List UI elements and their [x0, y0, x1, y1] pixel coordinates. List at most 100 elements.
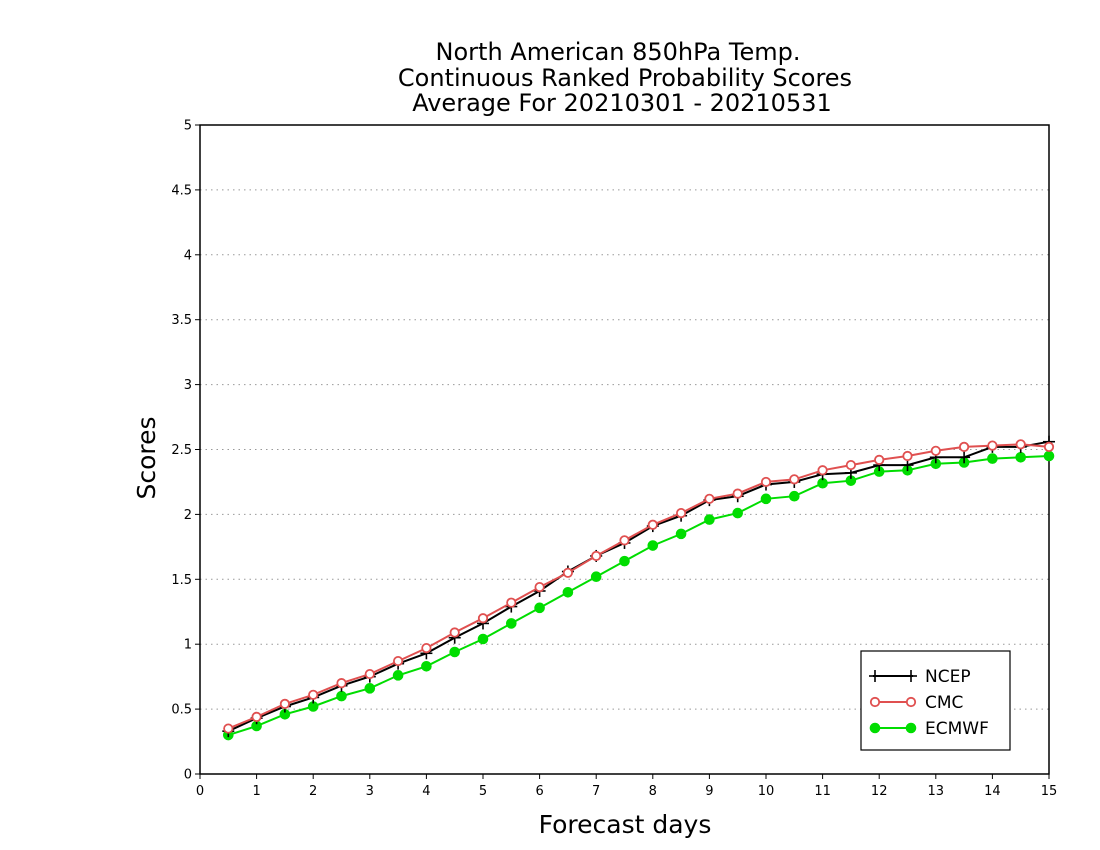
data-point-cmc — [534, 581, 545, 593]
data-point-ecmwf — [732, 507, 744, 519]
chart-title: North American 850hPa Temp. Continuous R… — [398, 38, 852, 117]
data-point-ecmwf — [647, 540, 659, 551]
title-line-1: North American 850hPa Temp. — [436, 38, 801, 66]
data-point-cmc — [732, 488, 743, 499]
x-tick-label: 5 — [479, 784, 487, 799]
data-point-ecmwf — [364, 683, 376, 694]
data-point-cmc — [506, 597, 517, 608]
data-point-cmc — [704, 493, 715, 504]
data-point-ecmwf — [336, 690, 347, 702]
data-point-cmc — [562, 567, 574, 578]
data-point-ecmwf — [789, 490, 800, 502]
legend-marker — [905, 722, 917, 734]
data-point-ecmwf — [675, 528, 687, 540]
legend-marker — [869, 670, 881, 682]
gridlines — [200, 189, 1049, 710]
series-line-ncep — [227, 440, 1050, 733]
x-tick-label: 13 — [928, 784, 945, 799]
y-tick-label: 4.5 — [171, 183, 192, 198]
x-tick-label: 0 — [196, 784, 204, 799]
data-point-cmc — [902, 450, 913, 462]
y-tick-label: 2 — [184, 508, 192, 523]
x-tick-label: 12 — [871, 784, 888, 799]
data-point-cmc — [1015, 439, 1026, 450]
x-tick-label: 3 — [366, 784, 374, 799]
data-point-ecmwf — [619, 555, 630, 567]
data-point-cmc — [958, 441, 970, 453]
y-tick-label: 0 — [184, 768, 192, 783]
y-axis-label: Scores — [132, 416, 161, 499]
legend-item-ecmwf: ECMWF — [869, 719, 989, 739]
data-point-cmc — [1043, 441, 1055, 453]
data-point-cmc — [308, 689, 319, 700]
data-point-cmc — [817, 465, 828, 476]
data-point-cmc — [647, 519, 658, 530]
data-point-ecmwf — [987, 453, 998, 464]
legend-marker — [869, 696, 881, 708]
data-point-cmc — [223, 723, 234, 734]
x-tick-label: 11 — [814, 784, 831, 799]
y-tick-label: 3.5 — [171, 313, 192, 328]
x-tick-label: 2 — [309, 784, 317, 799]
title-line-3: Average For 20210301 - 20210531 — [412, 89, 832, 117]
data-point-cmc — [477, 613, 489, 624]
legend-marker — [905, 696, 917, 708]
legend-item-ncep: NCEP — [869, 667, 971, 687]
series-layer — [222, 435, 1055, 741]
legend-label: CMC — [925, 693, 963, 713]
legend-box — [860, 650, 1011, 751]
x-tick-label: 10 — [758, 784, 775, 799]
y-tick-label: 1 — [184, 638, 192, 653]
data-point-cmc — [336, 678, 347, 689]
data-point-ecmwf — [562, 586, 574, 598]
data-point-ecmwf — [449, 646, 461, 658]
x-tick-label: 9 — [705, 784, 713, 799]
data-point-ecmwf — [1015, 451, 1027, 463]
y-tick-label: 5 — [184, 119, 192, 134]
data-point-ecmwf — [534, 602, 545, 614]
data-point-cmc — [251, 711, 262, 722]
x-tick-label: 15 — [1041, 784, 1058, 799]
data-point-cmc — [279, 698, 290, 710]
data-point-cmc — [874, 454, 885, 465]
legend-item-cmc: CMC — [869, 693, 963, 713]
y-tick-label: 2.5 — [171, 443, 192, 458]
legend: NCEP CMC ECMWF — [860, 650, 1011, 751]
legend-marker — [905, 670, 917, 682]
legend-label: ECMWF — [925, 719, 989, 739]
x-tick-label: 8 — [649, 784, 657, 799]
y-tick-label: 3 — [184, 378, 192, 393]
data-point-ecmwf — [392, 670, 404, 681]
data-point-ecmwf — [704, 514, 715, 525]
legend-marker — [869, 722, 881, 734]
data-point-ecmwf — [1043, 450, 1055, 462]
data-point-ecmwf — [477, 633, 489, 645]
x-axis-label: Forecast days — [539, 810, 712, 839]
legend-label: NCEP — [925, 667, 971, 687]
x-tick-label: 7 — [592, 784, 600, 799]
data-point-cmc — [760, 476, 772, 488]
data-point-cmc — [364, 668, 375, 680]
y-tick-label: 1.5 — [171, 573, 192, 588]
x-tick-label: 14 — [984, 784, 1001, 799]
series-cmc — [223, 439, 1055, 734]
title-line-2: Continuous Ranked Probability Scores — [398, 64, 852, 92]
data-point-ecmwf — [590, 571, 602, 583]
x-tick-label: 4 — [422, 784, 430, 799]
data-point-cmc — [789, 474, 800, 485]
data-point-cmc — [987, 440, 998, 451]
data-point-cmc — [845, 459, 857, 471]
data-point-cmc — [392, 655, 404, 667]
data-point-ncep — [958, 451, 971, 464]
y-tick-label: 0.5 — [171, 703, 192, 718]
data-point-ecmwf — [506, 618, 517, 629]
x-tick-label: 6 — [535, 784, 543, 799]
data-point-ecmwf — [760, 493, 772, 505]
x-tick-label: 1 — [252, 784, 260, 799]
data-point-cmc — [619, 535, 630, 546]
axes: 00.511.522.533.544.550 1 2 3 4 5 6 7 8 9 10 11 12 13 1… — [171, 119, 1057, 800]
data-point-cmc — [591, 550, 602, 562]
data-point-ecmwf — [421, 660, 432, 672]
data-point-cmc — [930, 445, 941, 456]
